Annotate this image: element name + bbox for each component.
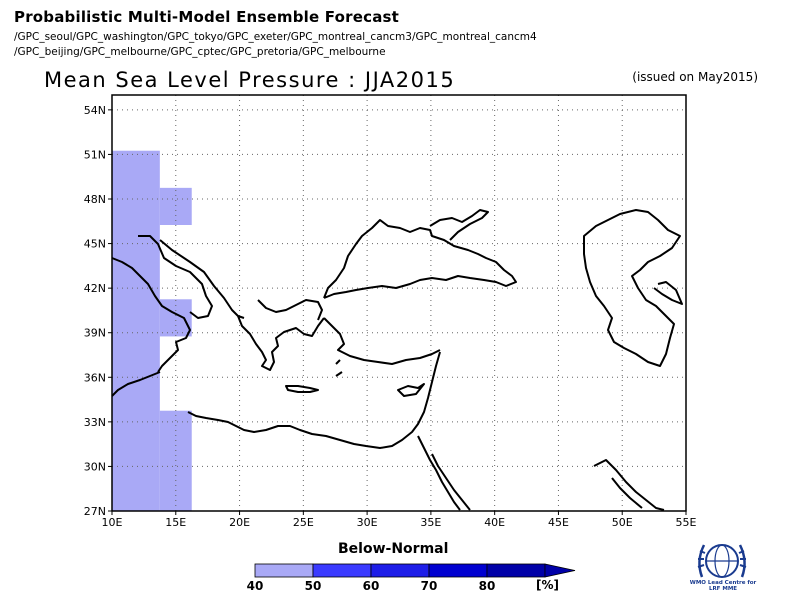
colorbar-swatch-4 [486,563,546,578]
lat-label-36N: 36N [84,371,106,384]
coastline-caspian-east [653,281,683,305]
model-list-line-2: /GPC_beijing/GPC_melbourne/GPC_cptec/GPC… [14,46,386,58]
lat-label-42N: 42N [84,282,106,295]
colorbar-tick-50: 50 [305,579,322,593]
probability-shading [112,150,192,511]
coastline-caspian [583,209,681,367]
lon-label-30E: 30E [357,516,378,529]
issued-date: (issued on May2015) [632,70,758,84]
colorbar: 40 50 60 70 80 [247,563,576,593]
colorbar-swatch-3 [428,563,488,578]
colorbar-tick-40: 40 [247,579,264,593]
lon-label-20E: 20E [229,516,250,529]
header-title: Probabilistic Multi-Model Ensemble Forec… [14,8,400,26]
lat-label-39N: 39N [84,327,106,340]
shaded-cell-3 [159,187,192,225]
lat-label-30N: 30N [84,460,106,473]
colorbar-swatch-2 [370,563,430,578]
colorbar-title: Below-Normal [338,541,449,557]
coastline-black-sea [323,219,517,299]
logo-line-2: LRF MME [708,586,738,592]
colorbar-arrow [544,563,576,578]
coastline-italy [111,257,191,397]
lat-label-45N: 45N [84,238,106,251]
colorbar-swatch-1 [312,563,372,578]
coastlines [111,209,683,511]
colorbar-swatch-0 [254,563,314,578]
lon-label-25E: 25E [293,516,314,529]
island-cyprus [397,383,425,397]
shaded-cell-0 [112,150,160,511]
lat-label-48N: 48N [84,193,106,206]
map-frame [111,94,687,512]
lon-label-45E: 45E [548,516,569,529]
lat-label-27N: 27N [84,505,106,518]
coastline-persian-gulf [593,459,665,511]
coastline-italy-east [138,235,213,319]
colorbar-tick-80: 80 [479,579,496,593]
lat-label-54N: 54N [84,104,106,117]
coastline-levant [187,351,441,449]
grid-lines [108,95,687,515]
lat-tick-labels: 27N 30N 33N 36N 39N 42N 45N 48N 51N 54N [84,104,106,518]
colorbar-tick-70: 70 [421,579,438,593]
lat-label-33N: 33N [84,416,106,429]
wmo-logo [697,544,747,578]
lon-label-55E: 55E [676,516,697,529]
lon-tick-labels: 10E 15E 20E 25E 30E 35E 40E 45E 50E 55E [102,516,697,529]
lon-label-50E: 50E [612,516,633,529]
coastline-crimea [429,209,489,241]
colorbar-tick-60: 60 [363,579,380,593]
logo-line-1: WMO Lead Centre for [689,580,757,586]
plot-title: Mean Sea Level Pressure : JJA2015 [44,68,456,92]
coastline-turkey-south [323,317,441,365]
lon-label-15E: 15E [165,516,186,529]
lat-label-51N: 51N [84,148,106,161]
lon-label-35E: 35E [420,516,441,529]
logo-text: WMO Lead Centre for LRF MME [686,580,760,592]
coastline-greece [257,299,323,321]
coastline-balkans [159,239,325,371]
lon-label-10E: 10E [102,516,123,529]
island-crete [285,385,319,393]
colorbar-unit: [%] [536,578,559,592]
aegean-islands [335,359,343,377]
model-list-line-1: /GPC_seoul/GPC_washington/GPC_tokyo/GPC_… [14,31,537,43]
coastline-red-sea [417,435,471,511]
lon-label-40E: 40E [484,516,505,529]
